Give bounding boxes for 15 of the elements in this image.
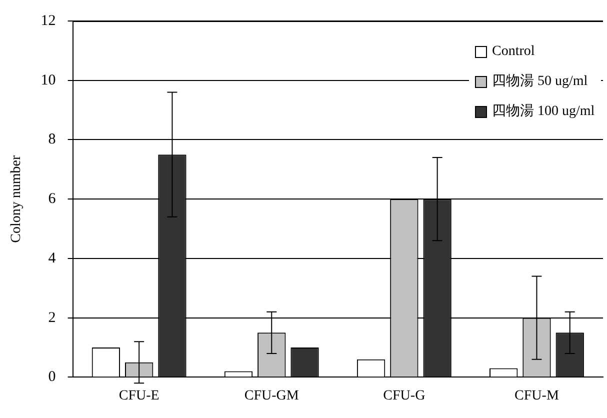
y-tick-label: 8 (48, 132, 56, 148)
y-tick-label: 10 (40, 72, 56, 88)
y-axis-title: Colony number (9, 155, 24, 243)
y-tick-label: 6 (48, 191, 56, 208)
x-tick-label: CFU-G (383, 388, 426, 404)
y-tick-label: 12 (40, 12, 56, 29)
x-tick-label: CFU-E (118, 388, 160, 404)
x-tick-label: CFU-M (514, 388, 560, 404)
x-tick-label: CFU-GM (244, 388, 300, 404)
legend-label: Control (492, 43, 535, 61)
legend-label: 四物湯 100 ug/ml (492, 102, 595, 121)
y-tick-label: 4 (48, 250, 56, 266)
y-tick-label: 2 (48, 310, 56, 326)
y-tick-label: 0 (48, 369, 56, 386)
legend-label: 四物湯 50 ug/ml (492, 72, 588, 91)
